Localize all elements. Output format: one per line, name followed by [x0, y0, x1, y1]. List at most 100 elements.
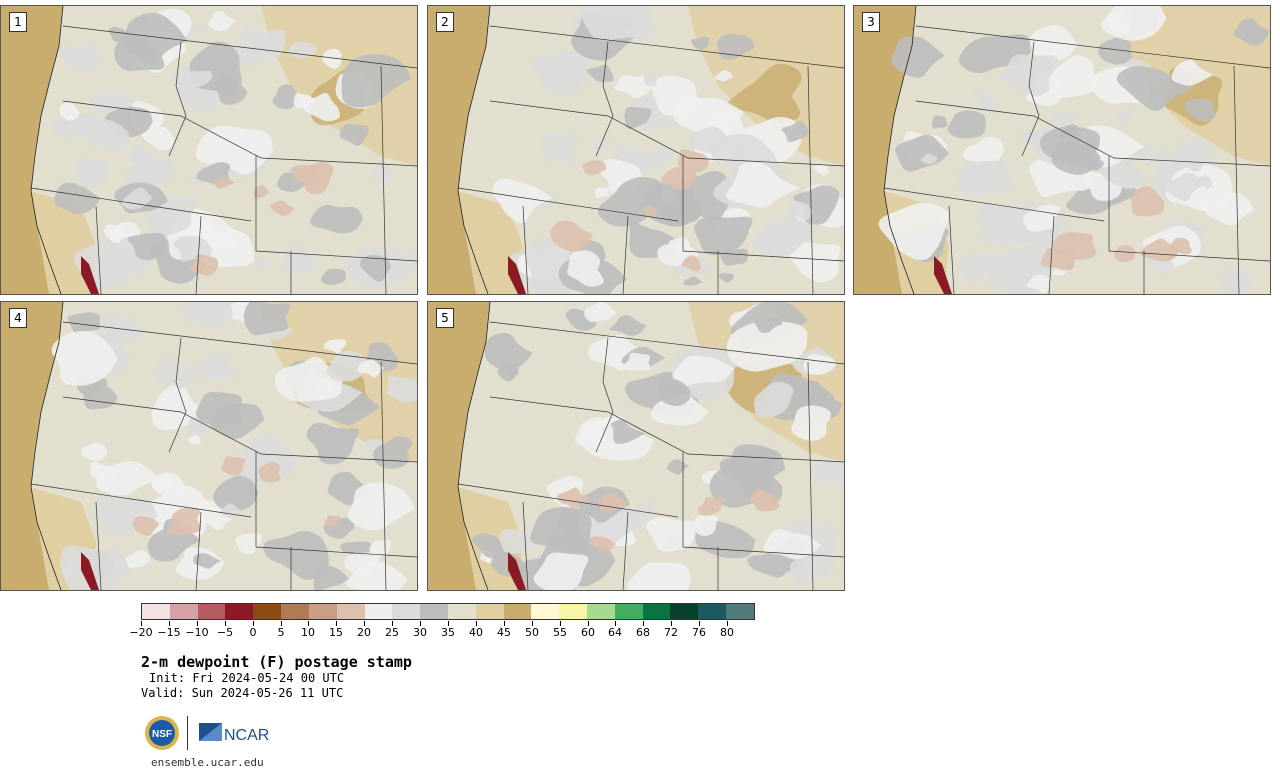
colorbar-swatch — [336, 604, 365, 619]
colorbar-tick-label: 20 — [357, 626, 371, 639]
dewpoint-patch — [586, 64, 614, 83]
dewpoint-patch — [920, 153, 938, 164]
dewpoint-patch — [233, 434, 299, 483]
dewpoint-patch — [1049, 111, 1075, 124]
dewpoint-patch — [122, 550, 150, 568]
logo-graphics: NSF NCAR — [145, 716, 269, 750]
dewpoint-patch — [1098, 36, 1132, 65]
site-url[interactable]: ensemble.ucar.edu — [151, 756, 264, 769]
panel-number-4: 4 — [9, 308, 27, 328]
state-boundary — [915, 25, 1270, 69]
dewpoint-patch — [753, 220, 813, 257]
dry-patch — [753, 488, 780, 512]
moist-core — [727, 63, 802, 124]
dewpoint-patch — [147, 524, 201, 562]
dewpoint-patch — [484, 332, 533, 372]
very-dry-streak — [81, 256, 99, 294]
colorbar-tick — [169, 621, 170, 626]
dewpoint-patch — [326, 351, 370, 382]
dewpoint-patch — [60, 44, 103, 71]
dry-patch — [1053, 232, 1097, 260]
nsf-logo-text: NSF — [152, 729, 172, 740]
ocean — [1, 302, 63, 590]
colorbar-tick — [727, 621, 728, 626]
logo-divider — [187, 716, 188, 750]
very-dry-streak — [508, 552, 526, 590]
colorbar-swatch — [587, 604, 615, 619]
coastline — [457, 302, 491, 590]
state-boundary — [622, 215, 629, 294]
state-boundary — [95, 501, 102, 590]
colorbar-swatch — [420, 604, 448, 619]
state-boundary — [522, 205, 529, 294]
colorbar-tick-label: 25 — [385, 626, 399, 639]
postage-stamp-panel-5: 5 — [427, 301, 845, 591]
colorbar-tick — [699, 621, 700, 626]
state-boundary — [595, 337, 614, 453]
panel-number-5: 5 — [436, 308, 454, 328]
dewpoint-patch — [624, 106, 652, 130]
dewpoint-patch — [688, 126, 728, 154]
dry-patch — [270, 200, 295, 216]
dewpoint-patch — [1222, 266, 1251, 294]
dry-patch — [1131, 186, 1165, 217]
very-dry-streak — [81, 552, 99, 590]
dewpoint-patch — [59, 102, 81, 121]
dewpoint-patch — [656, 378, 691, 406]
moist-region-southwest — [458, 191, 523, 294]
dewpoint-patch — [196, 125, 273, 175]
dewpoint-patch — [263, 530, 329, 580]
colorbar-swatch — [642, 604, 671, 619]
colorbar-tick — [253, 621, 254, 626]
dewpoint-patch — [958, 157, 1014, 196]
state-boundary — [255, 156, 417, 262]
state-boundary — [622, 511, 629, 590]
colorbar-ticks: −20 −15 −10 −5 0 5 10 15 20 25 30 35 40 45 50 55 60 64 68 7… — [129, 621, 755, 641]
dewpoint-patch — [359, 255, 391, 282]
dewpoint-patch — [274, 356, 342, 402]
dewpoint-patch — [104, 224, 126, 244]
postage-stamp-panel-1: 1 — [0, 5, 418, 295]
dewpoint-patch — [127, 232, 167, 261]
colorbar-swatch — [670, 604, 699, 619]
dewpoint-patch — [690, 36, 710, 50]
state-boundary — [195, 511, 202, 590]
postage-stamp-panel-2: 2 — [427, 5, 845, 295]
dry-patch — [221, 456, 246, 476]
dewpoint-patch — [1114, 110, 1132, 121]
dry-patch — [214, 176, 235, 189]
colorbar-tick — [560, 621, 561, 626]
panel-number-1: 1 — [9, 12, 27, 32]
dewpoint-patch — [1039, 126, 1101, 167]
dry-patch — [132, 516, 160, 536]
colorbar-swatch — [559, 604, 587, 619]
state-boundary — [489, 321, 844, 365]
ocean — [428, 6, 490, 294]
dewpoint-patch — [530, 507, 592, 553]
dewpoint-patch — [803, 354, 837, 375]
dewpoint-patch — [74, 236, 155, 289]
colorbar-tick-label: 15 — [329, 626, 343, 639]
colorbar-tick-label: 35 — [441, 626, 455, 639]
colorbar-swatch — [308, 604, 337, 619]
dewpoint-patch — [787, 201, 814, 221]
nsf-logo: NSF — [145, 716, 179, 750]
dry-patch — [258, 461, 281, 483]
state-boundary — [489, 25, 844, 69]
dewpoint-patch — [1104, 11, 1131, 34]
dewpoint-patch — [1168, 138, 1213, 172]
colorbar-tick — [671, 621, 672, 626]
colorbar-tick — [281, 621, 282, 626]
dewpoint-patch — [574, 417, 616, 450]
state-boundary — [62, 100, 417, 167]
dewpoint-patch — [726, 162, 800, 208]
colorbar-tick — [225, 621, 226, 626]
state-boundary — [1021, 41, 1040, 157]
dewpoint-patch — [754, 381, 794, 418]
dewpoint-patch — [152, 472, 187, 497]
dewpoint-patch — [213, 475, 259, 512]
dewpoint-patch — [672, 97, 744, 136]
state-boundary — [489, 396, 844, 463]
ocean — [428, 302, 490, 590]
dewpoint-patch — [75, 159, 109, 187]
